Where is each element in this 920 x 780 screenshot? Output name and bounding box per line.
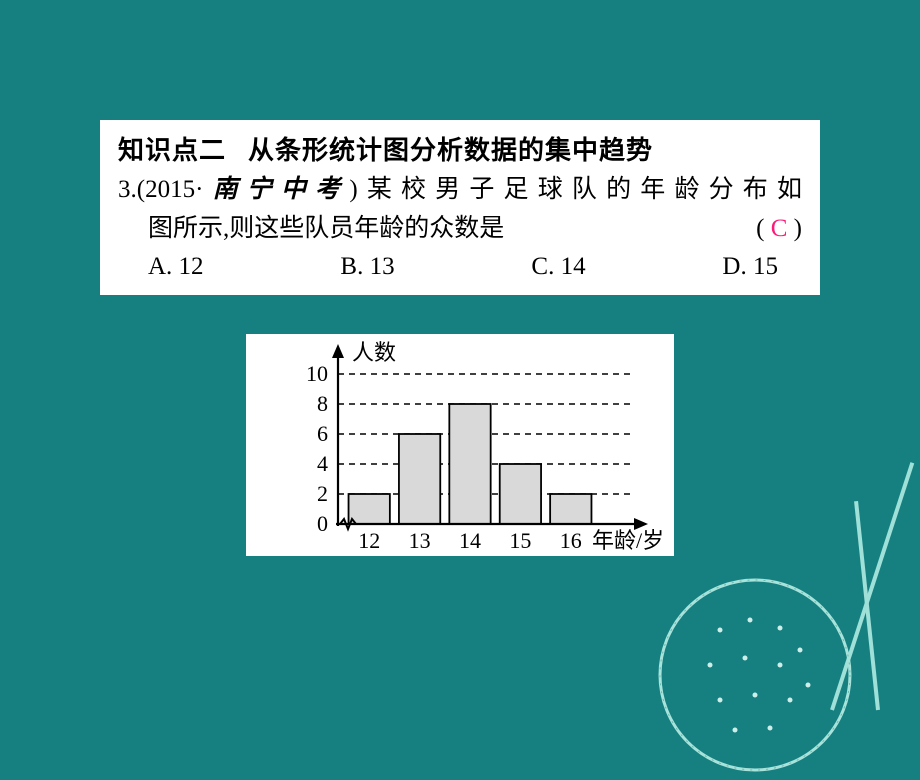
question-card: 知识点二从条形统计图分析数据的集中趋势 3.(2015·南宁中考)某校男子足球队… [100, 120, 820, 295]
source-suffix: ) [349, 176, 357, 203]
svg-text:年龄/岁: 年龄/岁 [592, 528, 664, 553]
svg-text:16: 16 [560, 528, 582, 553]
line1-tail: 某校男子足球队的年龄分布如 [358, 176, 802, 203]
line2-text: 图所示,则这些队员年龄的众数是 [148, 215, 504, 242]
bar-chart-svg: 0 2 4 6 8 10 12 13 14 15 16 人数年龄/岁 [246, 334, 674, 556]
svg-text:8: 8 [317, 391, 328, 416]
heading-part1: 知识点二 [118, 136, 226, 165]
bar-chart: 0 2 4 6 8 10 12 13 14 15 16 人数年龄/岁 [246, 334, 674, 556]
svg-text:6: 6 [317, 421, 328, 446]
option-c: C. 14 [531, 253, 585, 281]
svg-text:10: 10 [306, 361, 328, 386]
svg-text:14: 14 [459, 528, 481, 553]
svg-text:12: 12 [358, 528, 380, 553]
svg-text:15: 15 [509, 528, 531, 553]
heading-part2: 从条形统计图分析数据的集中趋势 [248, 136, 653, 165]
answer-letter: C [771, 215, 788, 242]
option-d: D. 15 [722, 253, 778, 281]
svg-text:4: 4 [317, 451, 328, 476]
svg-text:0: 0 [317, 511, 328, 536]
paren-close: ) [794, 215, 802, 242]
source-name: 南宁中考 [203, 176, 349, 203]
svg-text:2: 2 [317, 481, 328, 506]
section-heading: 知识点二从条形统计图分析数据的集中趋势 [118, 130, 802, 167]
paren-open: ( [756, 215, 764, 242]
question-number: 3. [118, 176, 137, 203]
svg-text:13: 13 [409, 528, 431, 553]
answer-slot: ( C ) [756, 210, 802, 249]
option-a: A. 12 [148, 253, 204, 281]
question-line-1: 3.(2015·南宁中考)某校男子足球队的年龄分布如 [118, 171, 802, 210]
option-b: B. 13 [340, 253, 394, 281]
question-line-2: 图所示,则这些队员年龄的众数是 ( C ) [118, 210, 802, 249]
svg-text:人数: 人数 [352, 340, 396, 365]
decor-circle-icon [650, 570, 860, 780]
source-prefix: (2015· [137, 176, 204, 203]
options-row: A. 12 B. 13 C. 14 D. 15 [118, 249, 778, 281]
